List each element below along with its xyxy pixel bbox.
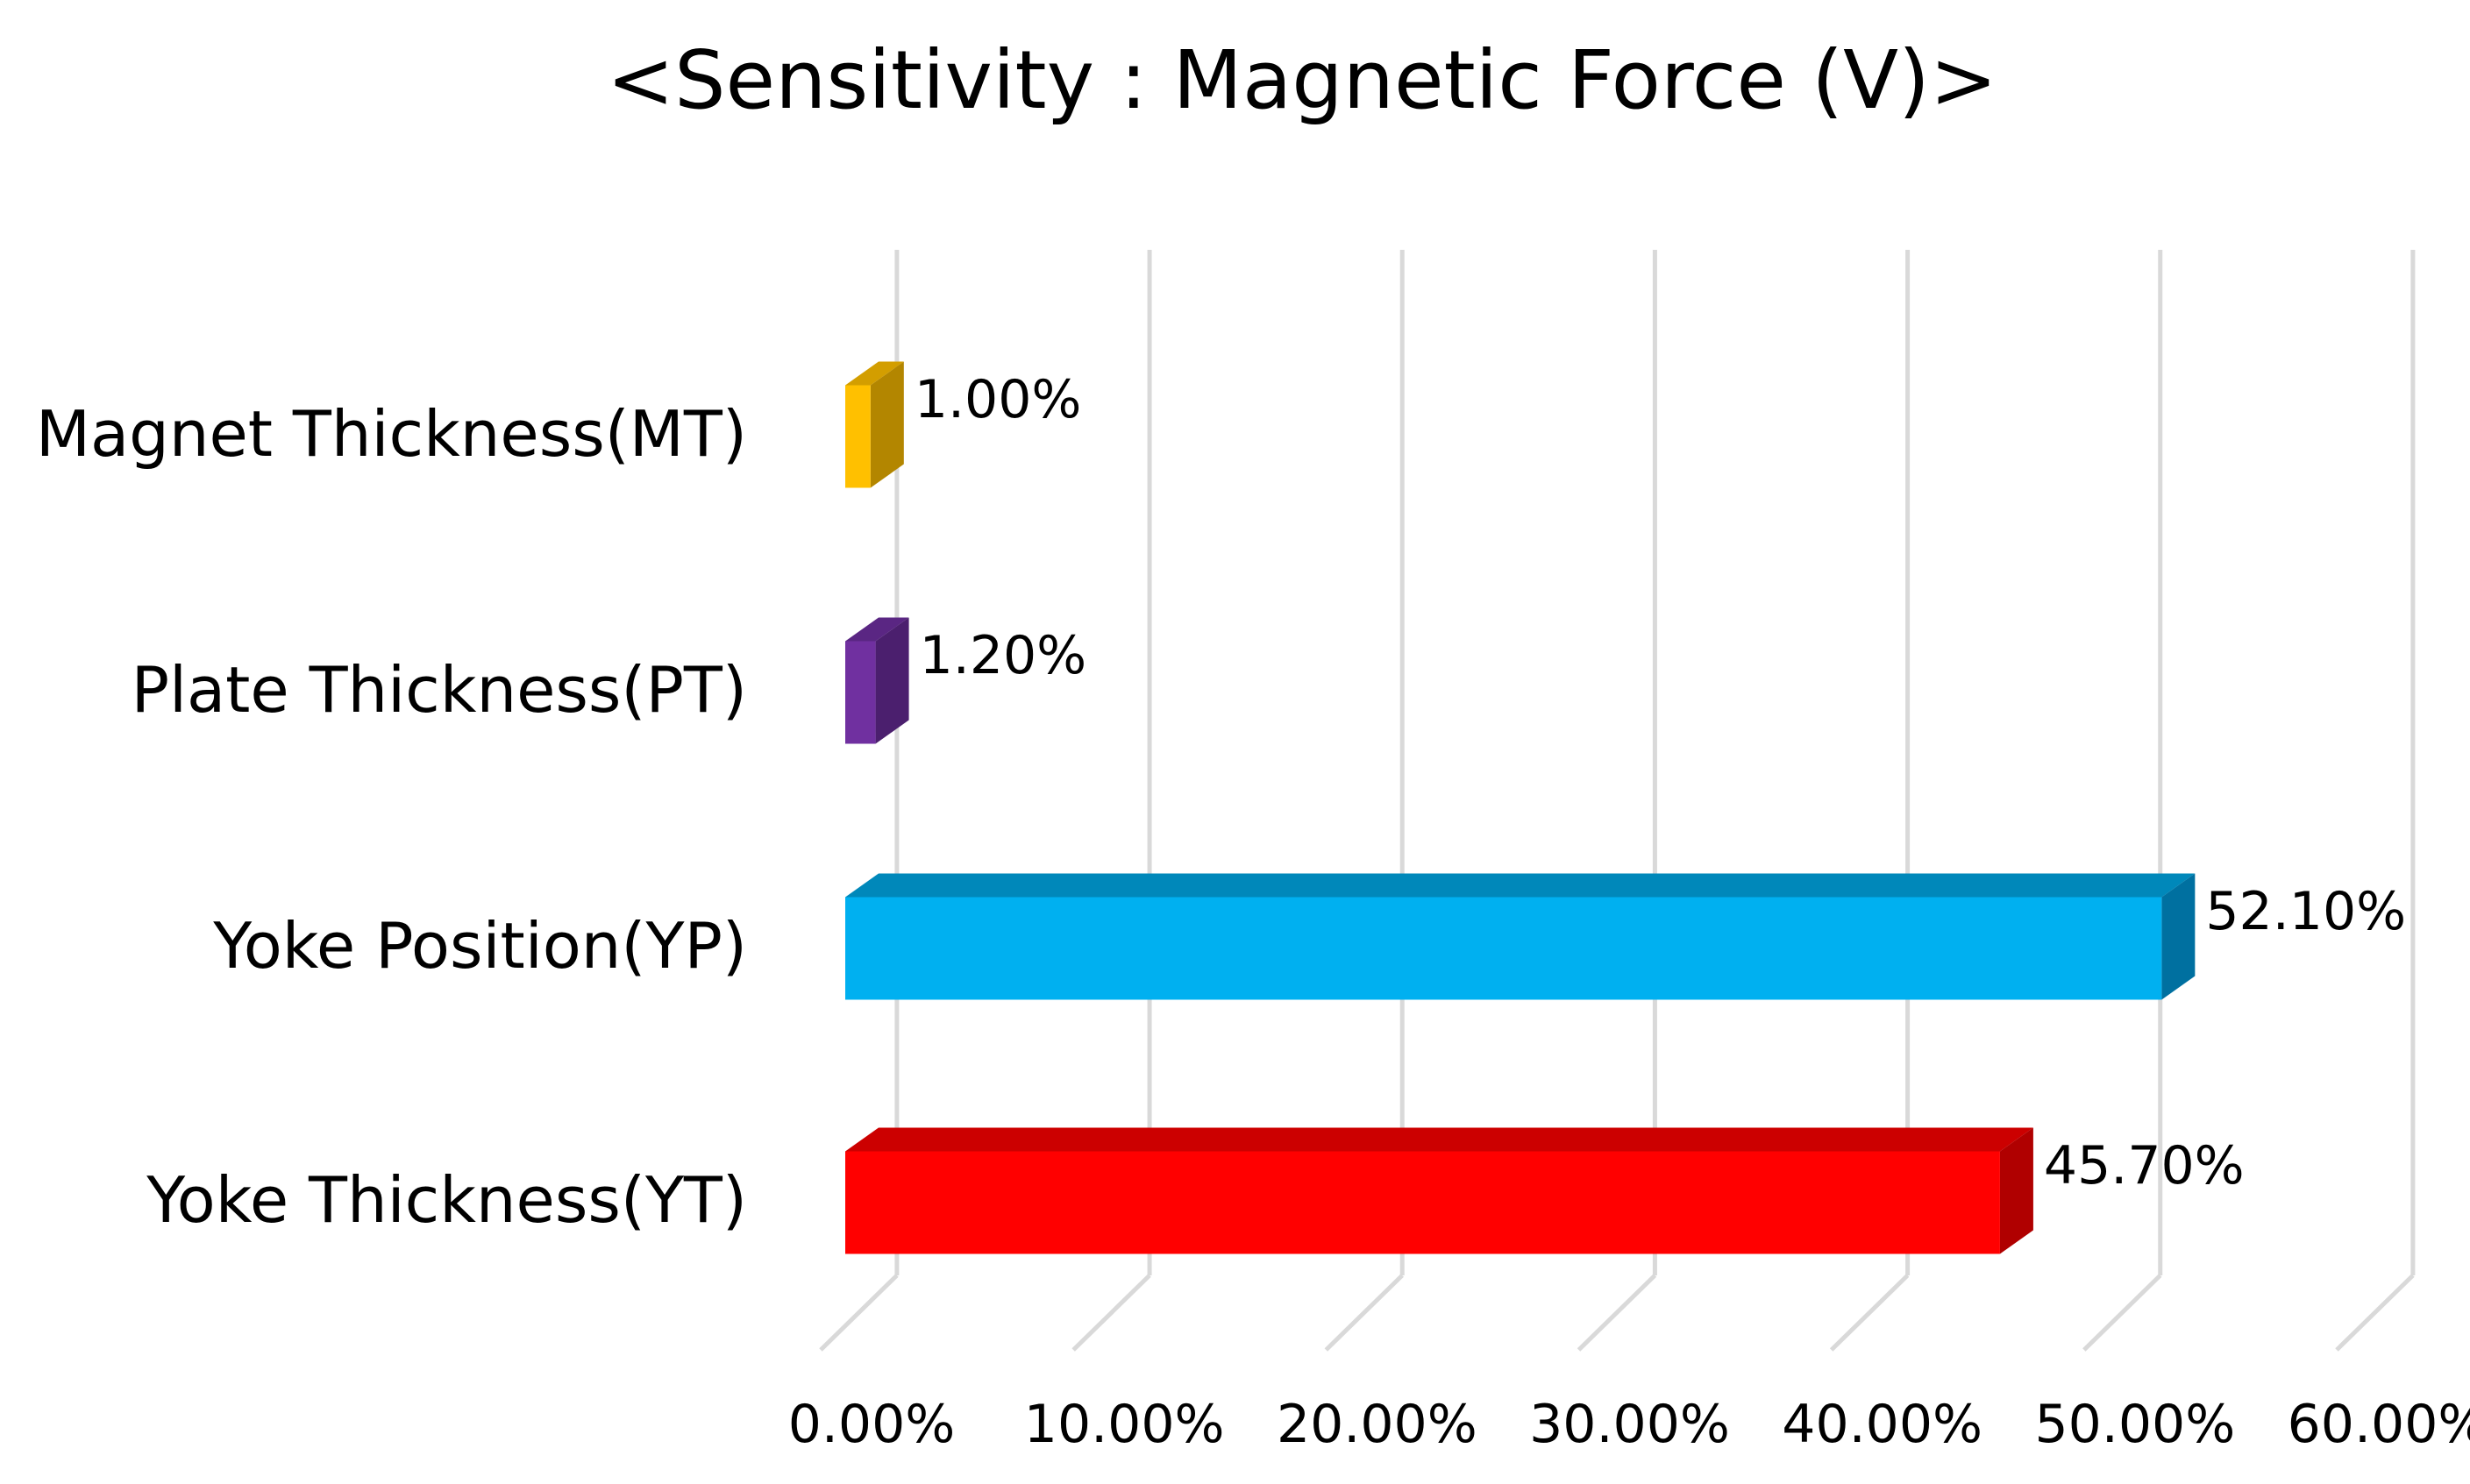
floor-gridline	[1829, 1274, 1910, 1352]
floor-gridline	[2335, 1274, 2415, 1352]
bar	[845, 1127, 2033, 1254]
category-label: Yoke Position(YP)	[212, 909, 747, 983]
floor-gridline	[1577, 1274, 1657, 1352]
bar-front-face	[845, 897, 2162, 1000]
category-labels: Magnet Thickness(MT) Plate Thickness(PT) Y…	[36, 397, 747, 1237]
x-tick-label: 30.00%	[1529, 1394, 1730, 1455]
x-tick-label: 40.00%	[1782, 1394, 1982, 1455]
floor-gridline	[2082, 1274, 2162, 1352]
bar	[845, 873, 2196, 1000]
category-label: Magnet Thickness(MT)	[36, 397, 747, 471]
floor-gridline	[1071, 1274, 1151, 1352]
floor-gridline	[1324, 1274, 1404, 1352]
bar-side-face	[2161, 873, 2196, 1000]
category-label: Plate Thickness(PT)	[132, 653, 747, 727]
x-tick-label: 0.00%	[788, 1394, 956, 1455]
x-tick-label: 10.00%	[1024, 1394, 1225, 1455]
x-tick-label: 60.00%	[2288, 1394, 2470, 1455]
bar-side-face	[1999, 1127, 2033, 1254]
bar-front-face	[845, 641, 876, 744]
x-axis-tick-labels: 0.00% 10.00% 20.00% 30.00% 40.00% 50.00% 60.00…	[788, 1394, 2470, 1455]
x-tick-label: 20.00%	[1277, 1394, 1477, 1455]
bar	[845, 361, 904, 488]
bar-top-face	[845, 1127, 2033, 1152]
x-tick-label: 50.00%	[2034, 1394, 2235, 1455]
gridlines	[819, 250, 2416, 1352]
bars	[845, 361, 2196, 1254]
bar-front-face	[845, 1151, 2000, 1254]
chart-title: <Sensitivity : Magnetic Force (V)>	[607, 33, 1997, 127]
data-label: 1.20%	[920, 625, 1087, 686]
data-labels: 1.00% 1.20% 52.10% 45.70%	[915, 369, 2406, 1196]
bar-side-face	[875, 617, 909, 744]
category-label: Yoke Thickness(YT)	[146, 1163, 747, 1237]
bar-front-face	[845, 385, 871, 488]
bar-top-face	[845, 361, 904, 386]
data-label: 1.00%	[915, 369, 1082, 430]
bar	[845, 617, 909, 744]
bar-side-face	[870, 361, 904, 488]
bar-top-face	[845, 873, 2196, 898]
data-label: 45.70%	[2044, 1135, 2245, 1196]
floor-gridline	[819, 1274, 899, 1352]
bar-top-face	[845, 617, 909, 642]
data-label: 52.10%	[2205, 881, 2406, 942]
